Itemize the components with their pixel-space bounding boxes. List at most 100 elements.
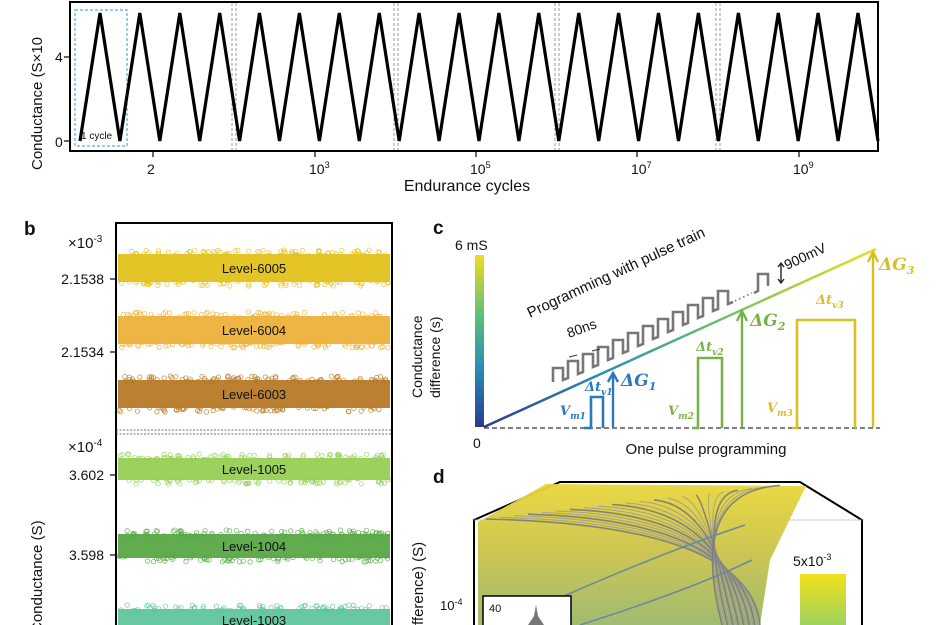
panel-d-ylabel: fference) (S)	[410, 542, 427, 625]
vm1-label: Vm1	[560, 404, 586, 422]
panel-c-zero: 0	[473, 435, 481, 451]
one-cycle-box	[74, 9, 128, 147]
level-band-label-5: Level-1003	[222, 613, 286, 625]
surface-line-2	[513, 515, 757, 625]
surface-line-12	[653, 499, 740, 625]
pulse-train-ellipsis	[734, 292, 753, 302]
panel-a-xtick-1: 103	[309, 160, 330, 177]
panel-d-colorbar	[800, 574, 846, 625]
panel-a-axes-frame	[69, 1, 879, 152]
pulse-width-label: 80ns	[565, 315, 599, 340]
dt1-label: Δtv1	[584, 380, 613, 398]
panel-b-ytick-3.602: 3.602	[69, 467, 104, 483]
dg1-arrow	[606, 370, 620, 427]
panel-d-inset-peak	[528, 605, 544, 625]
panel-a-ytick-0: 0	[55, 134, 63, 150]
panel-d-inset	[482, 595, 572, 625]
level-band-5: Level-1003	[118, 602, 390, 625]
panel-a: 1 cycle 4 0 Conductance (S×10 2 103 105 107…	[29, 1, 880, 195]
surface-line-10	[625, 502, 743, 625]
surface-contour-2	[579, 559, 753, 625]
amplitude-label: 900mV	[782, 239, 830, 273]
surface-line-21	[711, 484, 781, 625]
level-band-label-4: Level-1004	[222, 539, 286, 554]
panel-b-bottom-multiplier: ×10-4	[68, 438, 103, 456]
dg2-arrow	[735, 308, 749, 427]
panel-b-ytick-2.1538: 2.1538	[61, 271, 104, 287]
level-band-4: Level-1004	[116, 527, 391, 565]
surface-line-19	[713, 488, 753, 625]
surface-line-14	[681, 496, 736, 625]
panel-c: c 6 mS 0 Conductance difference (s) Prog…	[409, 218, 915, 458]
pulse-train-label: Programming with pulse train	[525, 224, 708, 322]
panel-a-xlabel: Endurance cycles	[404, 178, 530, 195]
panel-c-colorbar-top: 6 mS	[455, 237, 488, 253]
dg1-label: ΔG1	[620, 371, 656, 393]
panel-c-label: c	[433, 218, 444, 239]
surface-line-13	[667, 497, 738, 625]
panel-b-ytick-3.598: 3.598	[69, 547, 104, 563]
panel-a-xtick-4: 109	[793, 160, 814, 177]
level-band-label-2: Level-6003	[222, 387, 286, 402]
pulse-train-waveform	[551, 289, 734, 382]
surface-line-1	[499, 516, 759, 625]
dt2-label: Δtv2	[695, 340, 724, 358]
dt3-label: Δtv3	[815, 293, 844, 311]
panel-b-bands: Level-6005 Level-6004 Level-6003 Level-1005…	[116, 247, 392, 625]
panel-d-inset-tick: 40	[489, 603, 501, 615]
panel-a-ytick-4: 4	[55, 49, 63, 65]
panel-d-colorbar-label: 5x10-3	[793, 552, 831, 569]
surface-line-11	[639, 500, 741, 625]
panel-b-ylabel: Conductance (S)	[29, 520, 46, 625]
panel-c-ramp	[483, 247, 877, 429]
surface-line-8	[597, 505, 747, 625]
vm2-pulse	[692, 356, 724, 430]
level-band-2: Level-6003	[116, 373, 390, 415]
panel-b-label: b	[24, 219, 36, 240]
dg2-label: ΔG2	[749, 311, 786, 333]
panel-c-ylabel-line1: Conductance	[409, 315, 425, 398]
vm3-pulse	[792, 318, 857, 430]
dg3-label: ΔG3	[878, 255, 915, 277]
vm3-label: Vm3	[767, 401, 793, 419]
surface-line-15	[695, 494, 734, 625]
panel-b-axes-frame	[115, 222, 393, 625]
level-band-3: Level-1005	[117, 451, 392, 487]
pulse-train-last-pulse	[753, 272, 770, 295]
panel-a-xtick-2: 105	[470, 160, 491, 177]
panel-b: b Level-6005 Level-6004 Level-6003 Level-10…	[24, 219, 393, 625]
surface-line-6	[569, 508, 750, 625]
surface-line-9	[611, 503, 745, 625]
panel-a-xtick-0: 2	[147, 161, 155, 177]
panel-a-ylabel: Conductance (S×10	[29, 37, 46, 170]
pulse-width-arrow	[568, 348, 601, 358]
surface-line-18	[713, 489, 739, 625]
level-band-label-0: Level-6005	[222, 261, 286, 276]
panel-c-colorbar	[475, 255, 484, 427]
endurance-series-line	[78, 12, 880, 142]
panel-c-ylabel-line2: difference (s)	[427, 317, 443, 398]
vm1-pulse	[584, 395, 605, 430]
panel-d: d 40 10-4 fference) (S) 5x10-3	[410, 467, 863, 625]
panel-d-box-frame	[473, 481, 863, 625]
level-band-label-3: Level-1005	[222, 462, 286, 477]
amplitude-arrow	[777, 261, 785, 285]
panel-a-xtick-3: 107	[631, 160, 652, 177]
surface-line-7	[583, 507, 748, 625]
surface-line-17	[712, 491, 730, 625]
surface-line-20	[713, 486, 767, 625]
panel-b-ytick-2.1534: 2.1534	[61, 344, 104, 360]
vm2-label: Vm2	[668, 404, 694, 422]
surface-line-16	[707, 493, 732, 625]
panel-b-top-multiplier: ×10-3	[68, 234, 103, 252]
level-band-1: Level-6004	[118, 309, 391, 351]
level-band-label-1: Level-6004	[222, 323, 286, 338]
panel-d-surface-lines	[485, 484, 781, 625]
panel-d-surface	[478, 484, 806, 625]
surface-line-0	[485, 518, 761, 625]
level-band-0: Level-6005	[118, 247, 391, 289]
panel-a-xticks: 2 103 105 107 109	[147, 151, 814, 177]
panel-c-xlabel: One pulse programming	[626, 441, 787, 458]
one-cycle-label: 1 cycle	[81, 131, 113, 142]
